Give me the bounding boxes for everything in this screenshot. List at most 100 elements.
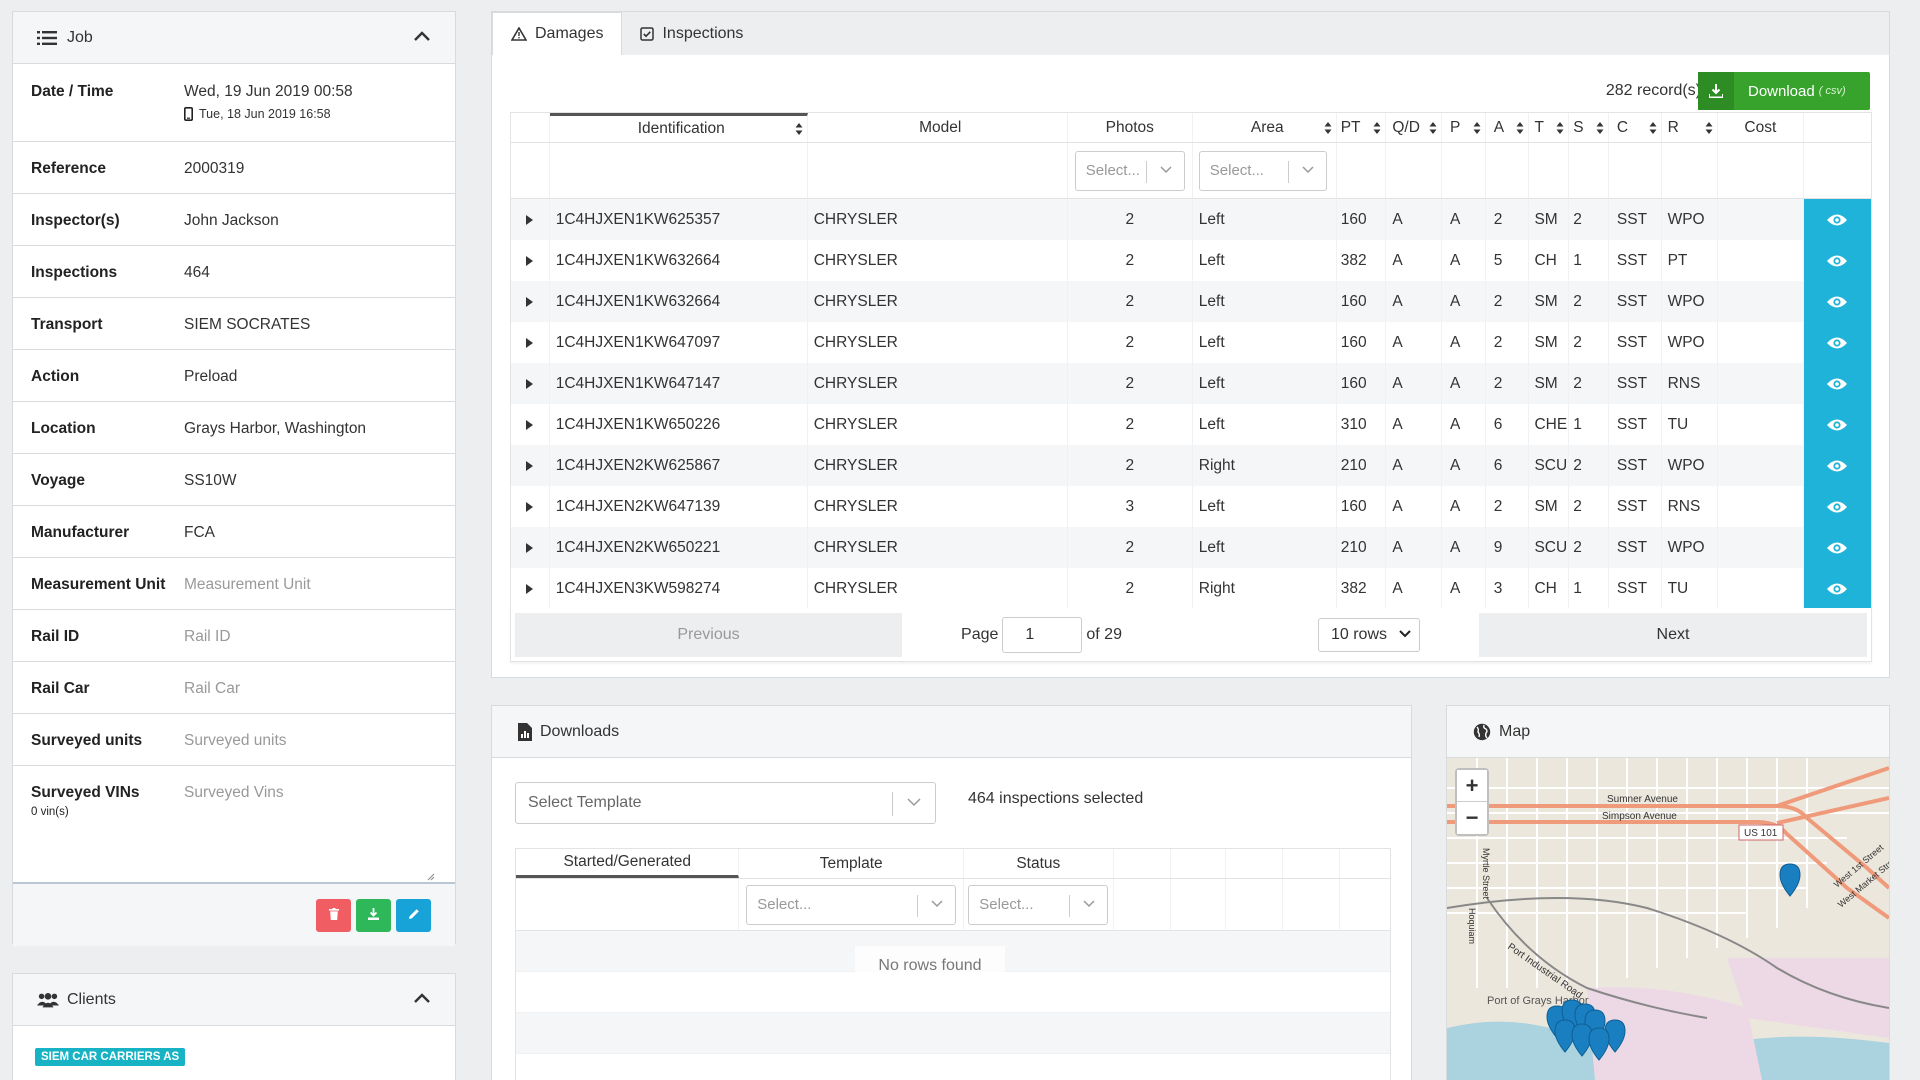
surveyed-vins-textarea[interactable]: Surveyed Vins	[184, 784, 284, 801]
previous-button[interactable]: Previous	[515, 612, 902, 657]
column-header-t[interactable]: T	[1529, 113, 1570, 142]
column-header-started[interactable]: Started/Generated	[516, 849, 740, 878]
expand-row-button[interactable]	[511, 404, 550, 445]
table-header: Started/Generated Template Status	[516, 849, 1390, 879]
view-button[interactable]	[1803, 568, 1871, 609]
expand-row-button[interactable]	[511, 486, 550, 527]
measurement-unit-field[interactable]: Measurement Unit	[184, 576, 311, 593]
cell-identification: 1C4HJXEN1KW647147	[550, 363, 808, 404]
edit-button[interactable]	[396, 898, 431, 932]
view-button[interactable]	[1803, 281, 1871, 322]
zoom-in-button[interactable]: +	[1457, 770, 1487, 802]
surveyed-units-field[interactable]: Surveyed units	[184, 732, 287, 749]
table-row[interactable]: 1C4HJXEN2KW650221 CHRYSLER 2 Left 210 A A 9 SCU 2…	[511, 527, 1871, 568]
expand-row-button[interactable]	[511, 527, 550, 568]
view-button[interactable]	[1803, 199, 1871, 240]
expand-row-button[interactable]	[511, 199, 550, 240]
cell-model: CHRYSLER	[808, 568, 1068, 609]
cell-pt: 310	[1337, 404, 1387, 445]
cell-a: 6	[1486, 445, 1530, 486]
column-header-p[interactable]: P	[1442, 113, 1486, 142]
job-panel-header[interactable]: Job	[13, 12, 455, 64]
job-value[interactable]: SIEM SOCRATES	[184, 316, 311, 333]
table-row[interactable]: 1C4HJXEN1KW632664 CHRYSLER 2 Left 382 A A 5 CH 1 S…	[511, 240, 1871, 281]
column-header-qd[interactable]: Q/D	[1386, 113, 1442, 142]
cell-model: CHRYSLER	[808, 322, 1068, 363]
view-button[interactable]	[1803, 404, 1871, 445]
eye-icon	[1827, 296, 1848, 307]
expand-row-button[interactable]	[511, 322, 550, 363]
job-value[interactable]: SS10W	[184, 472, 237, 489]
zoom-out-button[interactable]: −	[1457, 802, 1487, 834]
column-header-status[interactable]: Status	[964, 849, 1114, 878]
download-csv-button[interactable]: Download ( csv)	[1698, 72, 1870, 110]
job-value[interactable]: Grays Harbor, Washington	[184, 420, 367, 437]
view-button[interactable]	[1803, 486, 1871, 527]
status-filter-select[interactable]: Select...	[968, 884, 1109, 925]
job-label: Transport	[31, 316, 103, 333]
cell-model: CHRYSLER	[808, 281, 1068, 322]
download-button[interactable]	[356, 898, 391, 932]
rows-per-page-select[interactable]: 10 rows	[1317, 617, 1420, 652]
template-select[interactable]: Select Template	[515, 782, 936, 824]
table-row[interactable]: 1C4HJXEN1KW647147 CHRYSLER 2 Left 160 A A 2 SM 2 S…	[511, 363, 1871, 404]
table-row[interactable]: 1C4HJXEN2KW625867 CHRYSLER 2 Right 210 A A 6 SCU…	[511, 445, 1871, 486]
cell-t: CH	[1529, 240, 1570, 281]
column-header-template[interactable]: Template	[739, 849, 964, 878]
template-filter-select[interactable]: Select...	[746, 884, 957, 925]
chevron-up-icon[interactable]	[413, 991, 431, 1009]
column-header-photos[interactable]: Photos	[1068, 113, 1193, 142]
column-header-a[interactable]: A	[1486, 113, 1530, 142]
delete-button[interactable]	[316, 898, 351, 932]
view-button[interactable]	[1803, 322, 1871, 363]
rail-car-field[interactable]: Rail Car	[184, 680, 240, 697]
tab-damages[interactable]: Damages	[492, 12, 623, 55]
rail-id-field[interactable]: Rail ID	[184, 628, 231, 645]
job-value[interactable]: Preload	[184, 368, 238, 385]
cell-photos: 2	[1068, 568, 1193, 609]
mobile-phone-icon	[184, 107, 193, 121]
table-row[interactable]: 1C4HJXEN1KW625357 CHRYSLER 2 Left 160 A A 2 SM 2 S…	[511, 199, 1871, 240]
table-row[interactable]: 1C4HJXEN2KW647139 CHRYSLER 3 Left 160 A A 2 SM 2 S…	[511, 486, 1871, 527]
table-row[interactable]: 1C4HJXEN1KW647097 CHRYSLER 2 Left 160 A A 2 SM 2 S…	[511, 322, 1871, 363]
photos-filter-select[interactable]: Select...	[1074, 150, 1185, 191]
cell-r: WPO	[1662, 281, 1719, 322]
cell-t: SCU	[1529, 445, 1570, 486]
table-row[interactable]: 1C4HJXEN1KW650226 CHRYSLER 2 Left 310 A A 6 CHE 1…	[511, 404, 1871, 445]
expand-row-button[interactable]	[511, 363, 550, 404]
view-button[interactable]	[1803, 445, 1871, 486]
cell-r: PT	[1662, 240, 1719, 281]
tab-inspections[interactable]: Inspections	[622, 12, 761, 55]
next-button[interactable]: Next	[1479, 612, 1867, 657]
column-header-area[interactable]: Area	[1193, 113, 1337, 142]
column-header-pt[interactable]: PT	[1337, 113, 1387, 142]
page-input[interactable]	[1002, 616, 1083, 653]
column-header-r[interactable]: R	[1662, 113, 1719, 142]
expand-row-button[interactable]	[511, 445, 550, 486]
chevron-up-icon[interactable]	[413, 29, 431, 47]
expand-row-button[interactable]	[511, 240, 550, 281]
table-row[interactable]: 1C4HJXEN3KW598274 CHRYSLER 2 Right 382 A A 3 CH 1…	[511, 568, 1871, 609]
column-header-s[interactable]: S	[1569, 113, 1609, 142]
view-button[interactable]	[1803, 240, 1871, 281]
column-header-identification[interactable]: Identification	[549, 113, 808, 142]
cell-photos: 2	[1068, 240, 1193, 281]
clients-panel-header[interactable]: Clients	[13, 974, 455, 1026]
job-value[interactable]: FCA	[184, 524, 215, 541]
table-row[interactable]: 1C4HJXEN1KW632664 CHRYSLER 2 Left 160 A A 2 SM 2 S…	[511, 281, 1871, 322]
expand-row-button[interactable]	[511, 568, 550, 609]
column-header-model[interactable]: Model	[808, 113, 1068, 142]
map-canvas[interactable]: Sumner Avenue Simpson Avenue US 101 Port…	[1447, 758, 1889, 1080]
column-header-c[interactable]: C	[1609, 113, 1662, 142]
job-row-date-time: Date / Time Wed, 19 Jun 2019 00:58 Tue, …	[13, 64, 455, 142]
client-badge[interactable]: SIEM CAR CARRIERS AS	[35, 1048, 186, 1066]
sort-icon	[1556, 121, 1564, 134]
resize-grip-icon[interactable]	[427, 868, 435, 881]
area-filter-select[interactable]: Select...	[1198, 150, 1327, 191]
view-button[interactable]	[1803, 363, 1871, 404]
view-button[interactable]	[1803, 527, 1871, 568]
cell-area: Left	[1193, 486, 1337, 527]
job-label: Voyage	[31, 472, 85, 489]
column-header-cost[interactable]: Cost	[1718, 113, 1804, 142]
expand-row-button[interactable]	[511, 281, 550, 322]
